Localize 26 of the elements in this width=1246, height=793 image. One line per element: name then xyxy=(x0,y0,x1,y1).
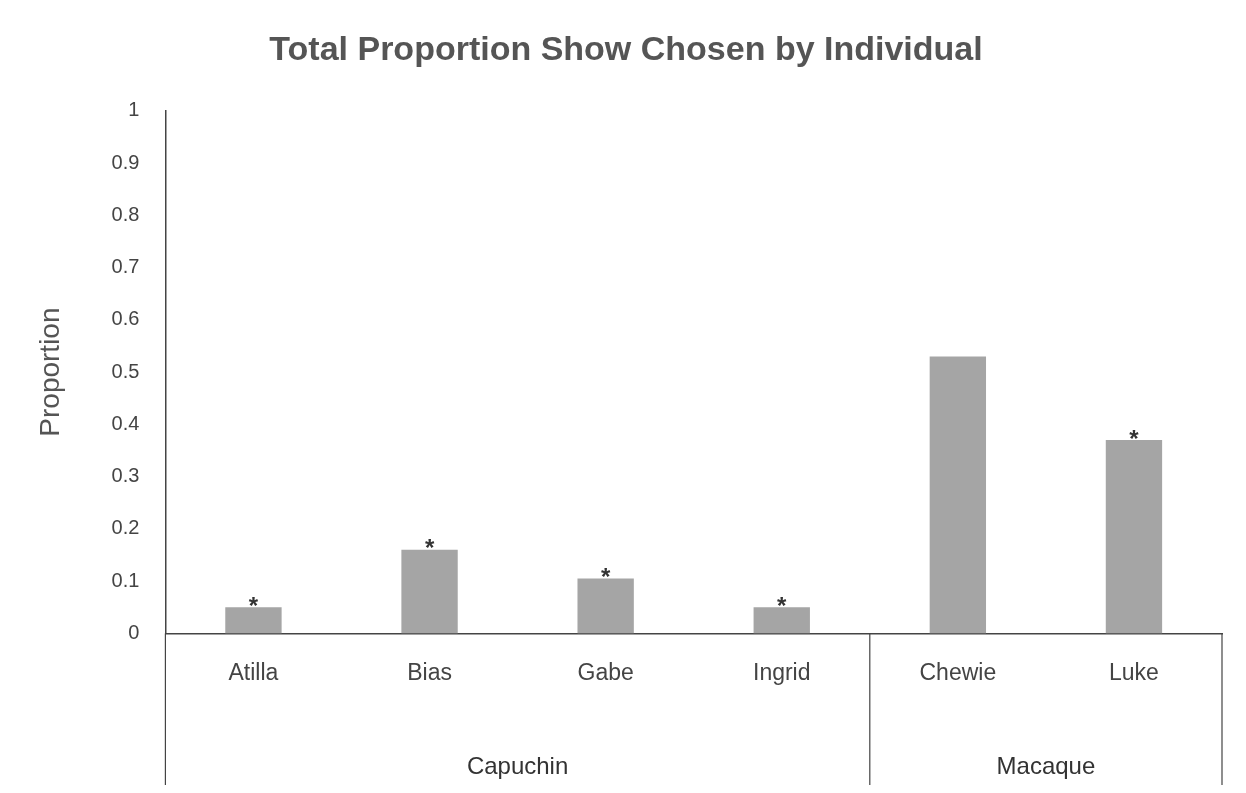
y-axis-title: Proportion xyxy=(33,307,65,437)
annotation: * xyxy=(777,591,788,619)
y-tick-label: 0 xyxy=(128,620,140,643)
y-tick-label: 0.5 xyxy=(111,359,140,382)
y-tick-label: 0.9 xyxy=(111,150,140,173)
x-tick-label: Bias xyxy=(407,658,452,685)
x-tick-label: Chewie xyxy=(919,658,997,685)
y-tick-label: 0.6 xyxy=(111,307,140,330)
y-tick-label: 0.4 xyxy=(111,411,140,434)
x-tick-label: Atilla xyxy=(228,658,279,685)
annotation: * xyxy=(1129,424,1140,452)
y-tick-label: 0.8 xyxy=(111,202,140,225)
text: Macaque xyxy=(996,751,1096,779)
y-tick-label: 0.2 xyxy=(111,516,140,539)
y-tick-label: 1 xyxy=(128,98,140,121)
y-tick-label: 0.1 xyxy=(111,568,140,591)
chart-title: Total Proportion Show Chosen by Individual xyxy=(269,28,983,67)
y-tick-label: 0.7 xyxy=(111,255,140,278)
annotation: * xyxy=(248,591,259,619)
y-tick-label: 0.3 xyxy=(111,464,140,487)
annotation: * xyxy=(600,563,611,591)
x-tick-label: Luke xyxy=(1109,658,1159,685)
x-tick-label: Ingrid xyxy=(752,658,811,685)
annotation: * xyxy=(424,534,435,562)
x-tick-label: Gabe xyxy=(577,658,634,685)
text: Capuchin xyxy=(466,751,569,779)
